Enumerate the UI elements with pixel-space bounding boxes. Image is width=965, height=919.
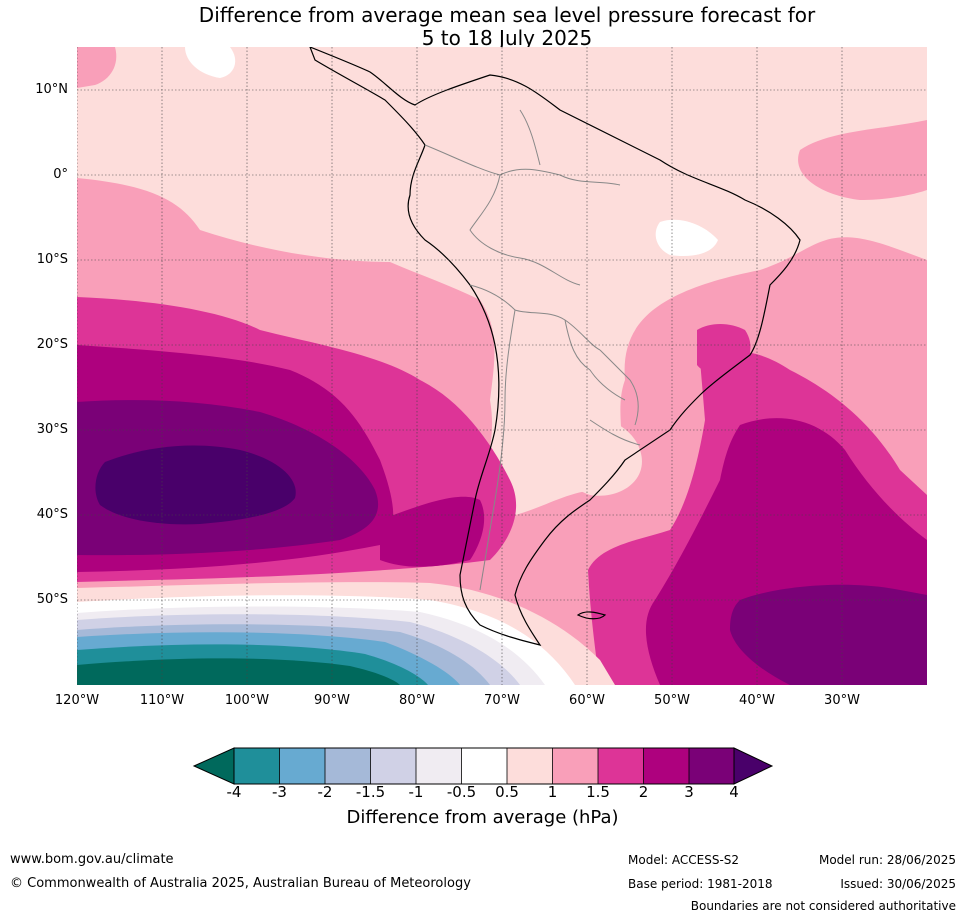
footer-disclaimer: Boundaries are not considered authoritat… xyxy=(690,899,956,913)
colorbar-swatch-6 xyxy=(461,748,507,784)
fill-below-neg4 xyxy=(77,658,400,685)
colorbar-tick-label: 3 xyxy=(684,783,694,801)
lon-label-30w: 30°W xyxy=(824,693,860,708)
colorbar-swatch-1 xyxy=(234,748,280,784)
footer-model-run: Model run: 28/06/2025 xyxy=(818,853,956,867)
colorbar-high-extend xyxy=(733,747,774,785)
footer-copyright: © Commonwealth of Australia 2025, Austra… xyxy=(10,876,471,891)
footer-website-link[interactable]: www.bom.gov.au/climate xyxy=(10,852,174,867)
fill-1-1.5-west-pocket xyxy=(77,47,117,88)
colorbar-tick-label: -1.5 xyxy=(355,783,386,801)
colorbar-tick-label: -3 xyxy=(272,783,287,801)
lat-label-30s: 30°S xyxy=(36,422,68,437)
falkland-islands xyxy=(576,611,607,620)
colorbar-frame xyxy=(233,747,735,785)
lon-label-40w: 40°W xyxy=(739,693,775,708)
colorbar-swatch-4 xyxy=(370,748,416,784)
fill-3-4-east xyxy=(730,584,927,685)
colorbar-swatch-9 xyxy=(598,748,644,784)
map-title: Difference from average mean sea level p… xyxy=(0,4,965,50)
graticule xyxy=(77,47,927,685)
lon-label-70w: 70°W xyxy=(484,693,520,708)
footer-base-period: Base period: 1981-2018 xyxy=(628,877,773,891)
lat-label-10n: 10°N xyxy=(35,82,68,97)
fill-1-1.5-south-of-africa-gap xyxy=(554,416,642,496)
fill-1-1.5-east-pocket xyxy=(798,120,927,200)
lon-label-90w: 90°W xyxy=(314,693,350,708)
lon-label-50w: 50°W xyxy=(654,693,690,708)
colorbar-tick-label: 4 xyxy=(729,783,739,801)
colorbar-swatch-10 xyxy=(643,748,689,784)
colorbar-tick-label: 1 xyxy=(547,783,558,801)
lat-label-50s: 50°S xyxy=(36,592,68,607)
fill-neutral-pocket-north xyxy=(185,47,236,78)
title-line-1: Difference from average mean sea level p… xyxy=(198,3,816,27)
colorbar-swatch-2 xyxy=(279,748,325,784)
colorbar-swatch-5 xyxy=(416,748,462,784)
colorbar-tick-label: 2 xyxy=(638,783,649,801)
colorbar-tick-label: 0.5 xyxy=(495,783,519,801)
fill-neutral-pocket-amazon xyxy=(655,219,718,257)
fill-above-4 xyxy=(95,445,296,525)
colorbar-dividers xyxy=(233,748,735,784)
country-borders xyxy=(424,109,641,591)
colorbar-swatch-7 xyxy=(507,748,553,784)
colorbar-swatch-8 xyxy=(552,748,598,784)
lon-label-100w: 100°W xyxy=(224,693,270,708)
contour-fills xyxy=(77,47,927,685)
lon-label-80w: 80°W xyxy=(399,693,435,708)
lon-label-110w: 110°W xyxy=(139,693,185,708)
lon-label-120w: 120°W xyxy=(54,693,100,708)
footer-issued: Issued: 30/06/2025 xyxy=(840,877,956,891)
fill-1.5-2-brazil xyxy=(697,324,751,376)
south-america-coastline xyxy=(309,47,801,646)
colorbar-swatch-3 xyxy=(325,748,371,784)
lon-label-60w: 60°W xyxy=(569,693,605,708)
colorbar-tick-label: -0.5 xyxy=(446,783,477,801)
colorbar-low-extend xyxy=(192,747,235,785)
colorbar-tick-label: -2 xyxy=(317,783,333,801)
lat-label-40s: 40°S xyxy=(36,507,68,522)
lat-label-20s: 20°S xyxy=(36,337,68,352)
colorbar-label: Difference from average (hPa) xyxy=(346,807,619,828)
title-line-2: 5 to 18 July 2025 xyxy=(421,26,593,50)
colorbar-tick-label: 1.5 xyxy=(586,783,610,801)
footer-model: Model: ACCESS-S2 xyxy=(628,853,740,867)
colorbar-tick-label: -4 xyxy=(226,783,242,801)
lat-label-10s: 10°S xyxy=(36,252,68,267)
fill-2-3-patagonia-tongue xyxy=(380,496,485,567)
colorbar-tick-label: -1 xyxy=(408,783,424,801)
lat-label-0: 0° xyxy=(53,167,68,182)
colorbar-swatch-11 xyxy=(689,748,734,784)
